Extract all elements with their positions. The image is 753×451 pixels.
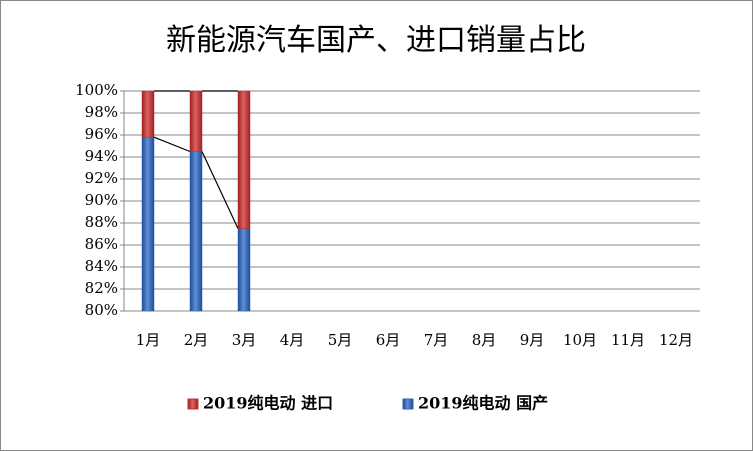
y-tick-label: 90% [85, 191, 118, 209]
legend-swatch [402, 398, 414, 410]
y-tick-label: 80% [85, 301, 118, 319]
x-tick-label: 8月 [472, 331, 497, 349]
x-tick-label: 12月 [659, 331, 693, 349]
bar [237, 90, 251, 229]
x-tick-label: 2月 [184, 331, 209, 349]
x-tick-label: 1月 [136, 331, 161, 349]
x-tick-label: 9月 [520, 331, 545, 349]
y-tick-label: 92% [85, 169, 118, 187]
x-tick-label: 4月 [280, 331, 305, 349]
bar [141, 90, 155, 138]
y-tick-label: 96% [85, 125, 118, 143]
x-tick-label: 7月 [424, 331, 449, 349]
chart-title: 新能源汽车国产、进口销量占比 [166, 23, 586, 58]
legend-label: 2019纯电动 进口 [203, 394, 333, 413]
x-tick-label: 5月 [328, 331, 353, 349]
y-tick-label: 94% [85, 147, 118, 165]
legend-label: 2019纯电动 国产 [418, 394, 548, 413]
bar [141, 136, 155, 312]
legend-swatch [187, 398, 199, 410]
series-line [153, 136, 191, 153]
y-tick-label: 98% [85, 103, 118, 121]
x-tick-label: 3月 [232, 331, 257, 349]
bar [237, 228, 251, 312]
x-tick-label: 10月 [563, 331, 597, 349]
y-tick-label: 86% [85, 235, 118, 253]
x-tick-label: 6月 [376, 331, 401, 349]
bar [189, 90, 203, 152]
bar [189, 151, 203, 312]
y-tick-label: 100% [75, 81, 118, 99]
x-tick-label: 11月 [611, 331, 645, 349]
y-tick-label: 88% [85, 213, 118, 231]
y-tick-label: 82% [85, 279, 118, 297]
series-line [201, 151, 239, 229]
y-tick-label: 84% [85, 257, 118, 275]
